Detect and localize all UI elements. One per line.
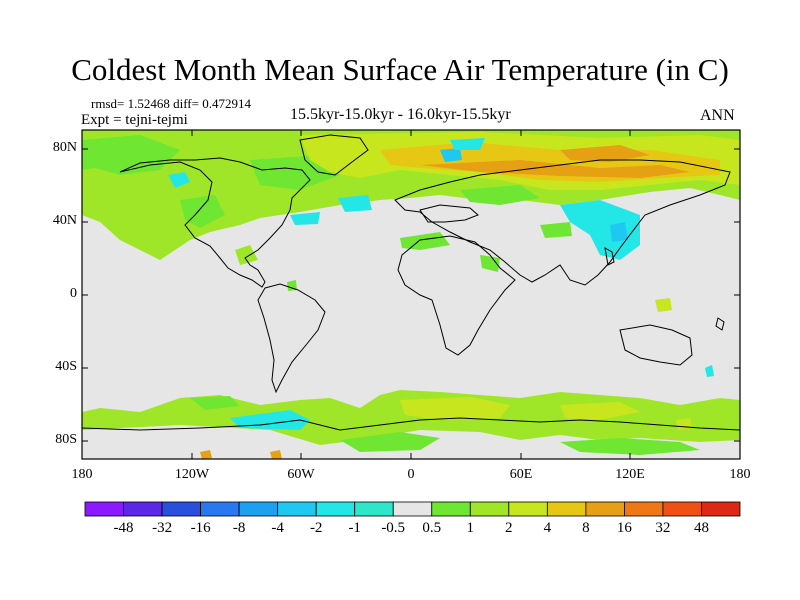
colorbar-swatch xyxy=(200,501,240,517)
colorbar-tick-label: -1 xyxy=(348,520,361,536)
lon-tick-label: 120E xyxy=(615,467,645,482)
colorbar-swatch xyxy=(662,501,702,517)
colorbar-swatch xyxy=(161,501,201,517)
colorbar-tick-label: 1 xyxy=(466,520,475,536)
colorbar-tick-label: 2 xyxy=(505,520,513,536)
colorbar-swatch xyxy=(354,501,394,517)
experiment-label: Expt = tejni-tejmi xyxy=(81,112,188,128)
lon-tick-label: 60E xyxy=(509,467,533,482)
map-title: Coldest Month Mean Surface Air Temperatu… xyxy=(71,52,729,87)
colorbar-tick-label: 16 xyxy=(616,520,632,536)
colorbar-swatch xyxy=(238,501,279,517)
colorbar-tick-label: 8 xyxy=(582,520,590,536)
colorbar-swatch xyxy=(624,501,664,517)
coastlines xyxy=(82,134,740,431)
colorbar-tick-label: 0.5 xyxy=(422,520,442,536)
colorbar-tick-label: -48 xyxy=(113,520,134,536)
lat-tick-label: 80S xyxy=(55,432,77,447)
colorbar-swatch xyxy=(392,501,433,517)
axis-ticks xyxy=(81,130,741,459)
lat-tick-label: 80N xyxy=(52,140,77,155)
lon-tick-label: 60W xyxy=(287,467,315,482)
lat-tick-label: 40S xyxy=(55,359,77,374)
colorbar-swatch xyxy=(431,501,471,517)
colorbar-swatch xyxy=(701,501,741,517)
colorbar-tick-label: -2 xyxy=(309,520,323,536)
colorbar-swatch xyxy=(508,501,548,517)
temperature-anomaly-field xyxy=(82,130,740,459)
lon-tick-label: 180 xyxy=(71,467,93,482)
rmsd-diff-stats: rmsd= 1.52468 diff= 0.472914 xyxy=(91,96,251,111)
colorbar xyxy=(84,501,741,517)
colorbar-tick-label: -8 xyxy=(232,520,246,536)
lon-tick-label: 120W xyxy=(174,467,210,482)
lat-tick-label: 0 xyxy=(70,286,77,301)
colorbar-swatch xyxy=(585,501,625,517)
colorbar-tick-label: -4 xyxy=(271,520,284,536)
colorbar-tick-label: -16 xyxy=(190,520,211,536)
colorbar-swatch xyxy=(84,501,124,517)
period-label: 15.5kyr-15.0kyr - 16.0kyr-15.5kyr xyxy=(290,106,511,123)
lon-tick-label: 0 xyxy=(407,467,415,482)
colorbar-tick-label: 32 xyxy=(655,520,671,536)
colorbar-swatch xyxy=(277,501,317,517)
colorbar-tick-label: 48 xyxy=(694,520,709,536)
colorbar-swatch xyxy=(123,501,163,517)
lat-tick-label: 40N xyxy=(52,213,77,228)
lon-tick-label: 180 xyxy=(729,467,751,482)
season-label: ANN xyxy=(700,107,735,124)
colorbar-tick-label: -32 xyxy=(152,520,173,536)
colorbar-swatch xyxy=(315,501,356,517)
colorbar-swatch xyxy=(546,501,587,517)
colorbar-tick-label: 4 xyxy=(543,520,552,536)
colorbar-swatch xyxy=(469,501,510,517)
colorbar-tick-label: -0.5 xyxy=(381,520,406,536)
